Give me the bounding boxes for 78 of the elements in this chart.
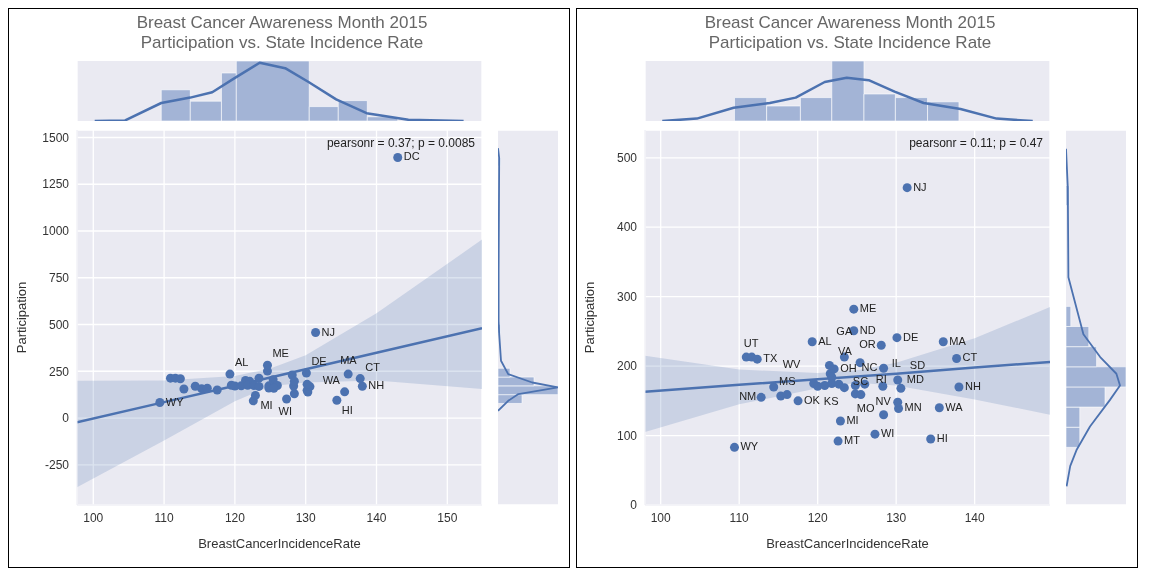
data-label: WY: [740, 440, 759, 453]
data-label: DE: [311, 354, 327, 367]
data-label: CT: [365, 360, 381, 373]
x-tick-label: 140: [964, 510, 985, 525]
y-tick-label: 0: [62, 411, 70, 426]
data-label: NH: [368, 379, 385, 392]
data-label: ME: [272, 347, 289, 360]
data-label: WA: [945, 400, 964, 413]
y-tick-label: 300: [616, 289, 638, 304]
data-label: NJ: [321, 325, 336, 338]
x-tick-label: 130: [295, 510, 317, 525]
data-label: MT: [844, 434, 861, 447]
y-tick-label: -250: [44, 458, 70, 473]
data-label: MO: [856, 402, 875, 415]
y-tick-label: 100: [616, 428, 638, 443]
data-label: MA: [949, 334, 967, 347]
y-tick-label: 750: [48, 271, 70, 286]
x-tick-label: 120: [224, 510, 246, 525]
data-label: SC: [852, 374, 869, 387]
y-tick-label: 200: [616, 359, 638, 374]
data-label: WA: [322, 373, 341, 386]
data-label: IL: [891, 357, 902, 370]
x-axis-title: BreastCancerIncidenceRate: [198, 536, 361, 551]
data-label: DE: [902, 330, 919, 343]
annotation: pearsonr = 0.37; p = 0.0085: [326, 136, 475, 150]
data-label: MS: [779, 374, 796, 387]
data-label: UT: [743, 337, 759, 350]
data-label: OH: [840, 361, 857, 374]
data-label: NH: [964, 379, 981, 392]
data-label: VA: [838, 344, 853, 357]
chart-title: Breast Cancer Awareness Month 2015 Participation vs. State Incidence Rate: [135, 12, 429, 54]
y-tick-label: 0: [630, 498, 638, 513]
data-label: HI: [341, 404, 353, 417]
data-label: AL: [234, 356, 249, 369]
data-label: TX: [763, 352, 778, 365]
data-label: NC: [861, 361, 878, 374]
y-tick-label: 500: [48, 317, 70, 332]
x-tick-label: 140: [366, 510, 387, 525]
chart-title: Breast Cancer Awareness Month 2015 Participation vs. State Incidence Rate: [703, 12, 997, 54]
data-label: NM: [739, 390, 757, 403]
annotation: pearsonr = 0.11; p = 0.47: [909, 136, 1043, 150]
data-label: WI: [880, 427, 895, 440]
x-tick-label: 120: [807, 510, 829, 525]
data-label: GA: [836, 325, 853, 338]
data-label: ME: [859, 302, 877, 315]
data-label: DC: [403, 150, 420, 163]
data-label: MD: [906, 373, 924, 386]
x-tick-label: 110: [729, 510, 750, 525]
data-label: SD: [909, 359, 926, 372]
y-axis-title: Participation: [581, 281, 597, 354]
data-label: WV: [782, 357, 802, 370]
data-label: RI: [875, 373, 887, 385]
x-tick-label: 130: [886, 510, 907, 525]
data-label: AL: [818, 334, 832, 347]
y-tick-label: 400: [616, 220, 638, 235]
data-label: OK: [804, 393, 821, 406]
y-axis-title: Participation: [13, 281, 29, 354]
x-tick-label: 100: [650, 510, 672, 525]
data-label: MI: [846, 413, 859, 426]
data-label: MN: [904, 401, 922, 414]
data-label: MI: [260, 399, 273, 412]
data-label: KS: [823, 395, 839, 408]
y-tick-label: 1250: [42, 177, 70, 192]
y-tick-label: 1500: [42, 130, 70, 145]
x-tick-label: 100: [83, 510, 104, 525]
data-label: NJ: [913, 180, 927, 193]
data-label: NV: [875, 394, 892, 407]
x-axis-title: BreastCancerIncidenceRate: [766, 536, 929, 551]
data-label: HI: [936, 432, 948, 445]
x-tick-label: 150: [437, 510, 458, 525]
y-tick-label: 250: [48, 364, 70, 379]
y-tick-label: 500: [616, 151, 638, 166]
data-label: ND: [859, 323, 876, 336]
x-tick-label: 110: [154, 510, 174, 525]
data-label: CT: [962, 351, 978, 364]
data-label: WI: [278, 404, 293, 417]
data-label: OR: [859, 338, 876, 351]
y-tick-label: 1000: [42, 224, 70, 239]
